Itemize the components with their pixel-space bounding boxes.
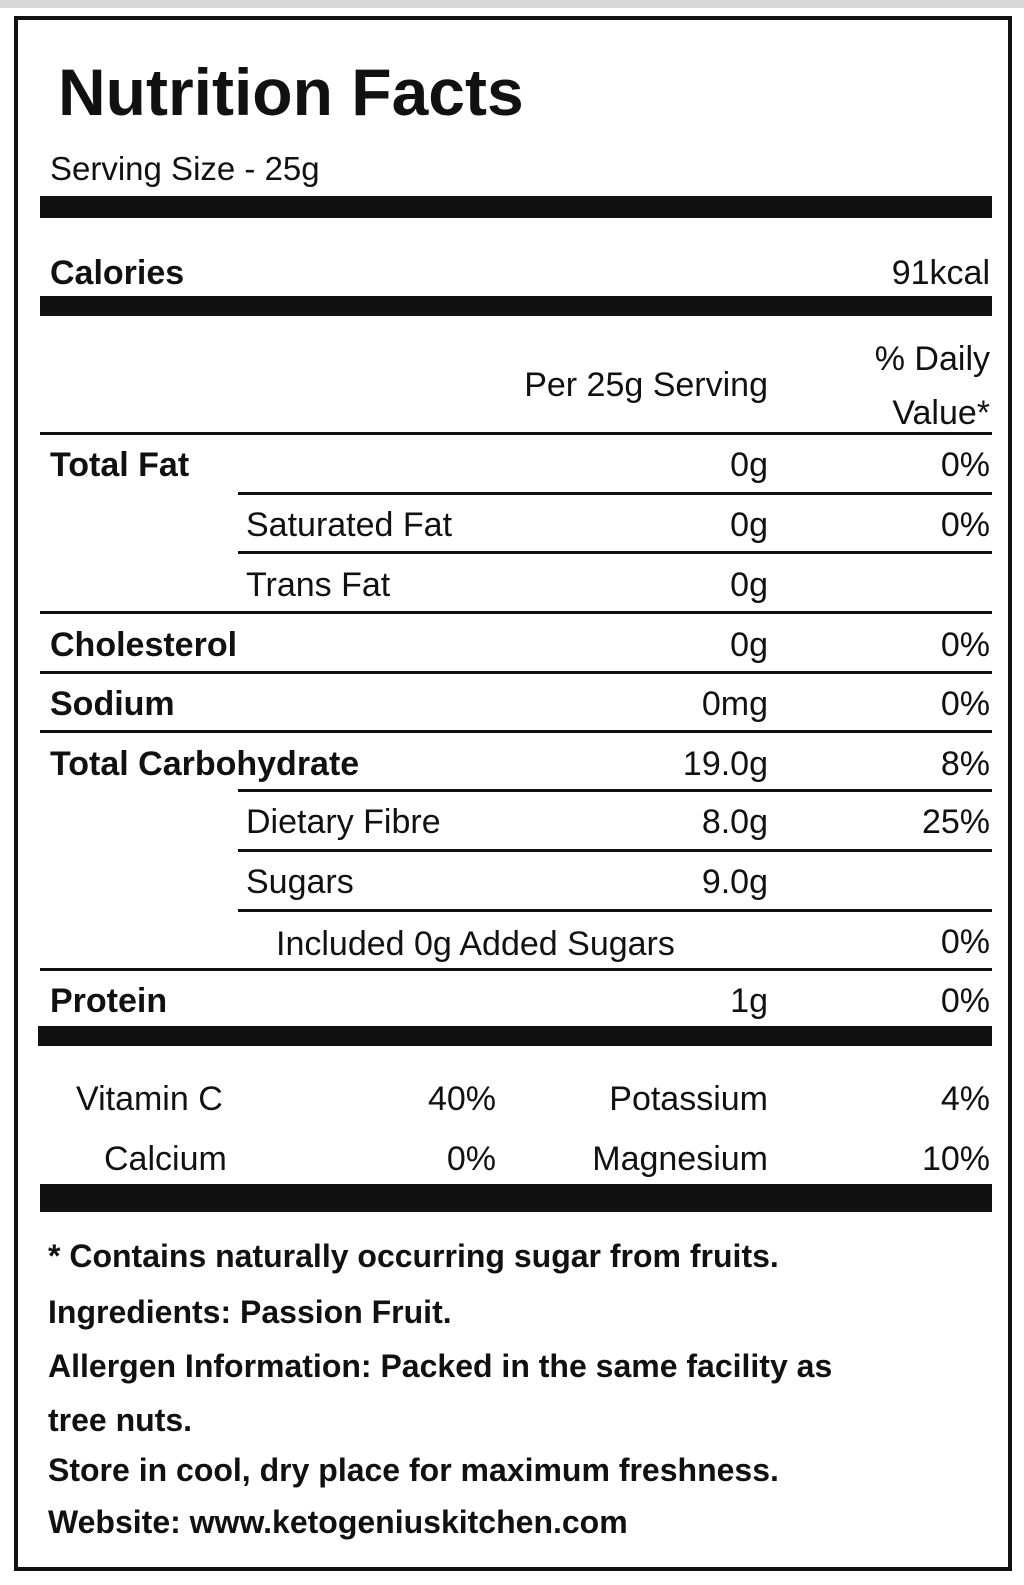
nutrient-amount: 9.0g <box>701 863 768 901</box>
thick-divider <box>40 196 992 218</box>
nutrient-daily-value: 0% <box>940 506 990 544</box>
thick-divider <box>40 1184 992 1212</box>
nutrient-label: Protein <box>50 982 168 1020</box>
row-divider <box>40 968 992 971</box>
nutrient-daily-value: 0% <box>940 685 990 723</box>
row-divider <box>238 849 992 852</box>
nutrient-daily-value: 8% <box>940 745 990 783</box>
calories-value: 91kcal <box>891 254 990 292</box>
nutrient-amount: 0g <box>730 446 768 484</box>
vitamin-value: 40% <box>427 1080 496 1118</box>
nutrient-label: Dietary Fibre <box>246 803 441 841</box>
footnote-sugar: * Contains naturally occurring sugar fro… <box>48 1238 779 1274</box>
serving-size: Serving Size - 25g <box>50 150 320 187</box>
nutrient-label: Saturated Fat <box>246 506 453 544</box>
nutrient-daily-value: 0% <box>940 923 990 961</box>
daily-value-header-line1: % Daily <box>874 340 990 378</box>
nutrient-label: Cholesterol <box>50 626 238 664</box>
nutrient-label: Trans Fat <box>246 566 391 604</box>
daily-value-header-line2: Value* <box>892 394 990 432</box>
nutrient-label: Total Fat <box>50 446 190 484</box>
nutrient-amount: 1g <box>730 982 768 1020</box>
row-divider <box>40 671 992 674</box>
ingredients: Ingredients: Passion Fruit. <box>48 1294 452 1330</box>
nutrient-amount: 0g <box>730 506 768 544</box>
row-divider <box>238 909 992 912</box>
nutrient-amount: 0g <box>730 566 768 604</box>
nutrition-label: Nutrition Facts Serving Size - 25g Calor… <box>14 16 1012 1571</box>
nutrient-label: Total Carbohydrate <box>50 745 360 783</box>
vitamin-name: Magnesium <box>592 1140 768 1178</box>
calories-label: Calories <box>50 254 185 292</box>
nutrient-daily-value: 0% <box>940 626 990 664</box>
nutrient-amount: 19.0g <box>682 745 768 783</box>
vitamin-name: Vitamin C <box>76 1080 223 1118</box>
nutrient-amount: 8.0g <box>701 803 768 841</box>
allergen-info: Allergen Information: Packed in the same… <box>48 1348 833 1384</box>
thick-divider <box>40 296 992 316</box>
row-divider <box>238 551 992 554</box>
per-serving-header: Per 25g Serving <box>524 366 768 404</box>
nutrient-amount: 0g <box>730 626 768 664</box>
nutrient-label: Included 0g Added Sugars <box>276 925 675 963</box>
row-divider <box>40 611 992 614</box>
row-divider <box>40 432 992 435</box>
nutrient-amount: 0mg <box>701 685 768 723</box>
label-title: Nutrition Facts <box>58 55 524 129</box>
vitamin-value: 0% <box>446 1140 496 1178</box>
thick-divider <box>38 1026 992 1046</box>
nutrient-daily-value: 25% <box>921 803 990 841</box>
vitamin-value: 4% <box>940 1080 990 1118</box>
row-divider <box>238 492 992 495</box>
row-divider <box>238 789 992 792</box>
nutrient-label: Sodium <box>50 685 175 723</box>
website: Website: www.ketogeniuskitchen.com <box>48 1504 628 1540</box>
vitamin-name: Potassium <box>609 1080 768 1118</box>
allergen-info-continued: tree nuts. <box>48 1402 193 1438</box>
row-divider <box>40 730 992 733</box>
storage-instructions: Store in cool, dry place for maximum fre… <box>48 1452 779 1488</box>
nutrient-label: Sugars <box>246 863 354 901</box>
vitamin-value: 10% <box>921 1140 990 1178</box>
top-edge <box>0 0 1024 8</box>
nutrient-daily-value: 0% <box>940 982 990 1020</box>
nutrient-daily-value: 0% <box>940 446 990 484</box>
vitamin-name: Calcium <box>104 1140 227 1178</box>
